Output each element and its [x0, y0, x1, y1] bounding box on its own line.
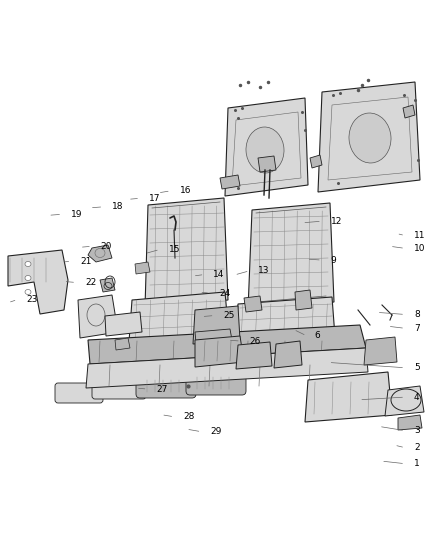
- Ellipse shape: [349, 113, 391, 163]
- Text: 8: 8: [414, 310, 420, 319]
- Polygon shape: [244, 296, 262, 312]
- Polygon shape: [318, 82, 420, 192]
- Text: 3: 3: [414, 426, 420, 435]
- Polygon shape: [274, 341, 302, 368]
- Polygon shape: [234, 297, 336, 357]
- Polygon shape: [105, 312, 142, 336]
- Text: 20: 20: [101, 242, 112, 251]
- Text: 29: 29: [210, 427, 222, 436]
- FancyBboxPatch shape: [186, 371, 246, 395]
- Polygon shape: [310, 155, 322, 168]
- Polygon shape: [195, 329, 232, 343]
- Ellipse shape: [25, 262, 31, 266]
- Polygon shape: [398, 415, 422, 430]
- Text: 27: 27: [156, 385, 168, 393]
- Text: 7: 7: [414, 324, 420, 333]
- Text: 12: 12: [331, 217, 342, 225]
- Text: 1: 1: [414, 459, 420, 468]
- Text: 9: 9: [331, 256, 336, 264]
- Polygon shape: [88, 325, 366, 364]
- Polygon shape: [258, 156, 276, 172]
- Polygon shape: [220, 175, 240, 189]
- Polygon shape: [78, 295, 118, 338]
- Ellipse shape: [391, 389, 421, 411]
- Text: 19: 19: [71, 210, 82, 219]
- Polygon shape: [145, 198, 228, 308]
- Polygon shape: [8, 250, 68, 314]
- Polygon shape: [100, 278, 115, 292]
- Text: 6: 6: [314, 332, 320, 340]
- Polygon shape: [385, 386, 424, 416]
- Text: 18: 18: [112, 203, 124, 211]
- Text: 21: 21: [80, 257, 92, 265]
- Text: 2: 2: [414, 443, 420, 452]
- Ellipse shape: [25, 276, 31, 280]
- Polygon shape: [305, 372, 392, 422]
- Text: 17: 17: [149, 194, 160, 203]
- Polygon shape: [193, 306, 240, 344]
- Text: 25: 25: [223, 311, 235, 320]
- Polygon shape: [236, 342, 272, 369]
- Text: 28: 28: [183, 413, 194, 421]
- FancyBboxPatch shape: [55, 383, 103, 403]
- Polygon shape: [295, 290, 312, 310]
- Text: 16: 16: [180, 187, 191, 195]
- Polygon shape: [128, 292, 230, 356]
- Text: 26: 26: [250, 337, 261, 345]
- Text: 23: 23: [26, 295, 38, 304]
- Text: 22: 22: [85, 278, 96, 287]
- Polygon shape: [248, 203, 334, 310]
- Text: 24: 24: [219, 289, 230, 297]
- Text: 11: 11: [414, 231, 425, 240]
- Polygon shape: [86, 348, 368, 388]
- Text: 14: 14: [213, 270, 225, 279]
- Text: 5: 5: [414, 364, 420, 372]
- Polygon shape: [135, 262, 150, 274]
- Polygon shape: [403, 105, 415, 118]
- FancyBboxPatch shape: [136, 374, 196, 398]
- FancyBboxPatch shape: [92, 379, 146, 399]
- Ellipse shape: [25, 289, 31, 295]
- Text: 15: 15: [169, 245, 180, 254]
- Polygon shape: [195, 336, 244, 367]
- Ellipse shape: [246, 127, 284, 173]
- Polygon shape: [225, 98, 308, 196]
- Text: 13: 13: [258, 266, 270, 275]
- Text: 4: 4: [414, 393, 420, 401]
- Polygon shape: [364, 337, 397, 365]
- Polygon shape: [88, 245, 112, 262]
- Polygon shape: [115, 338, 130, 350]
- Text: 10: 10: [414, 244, 425, 253]
